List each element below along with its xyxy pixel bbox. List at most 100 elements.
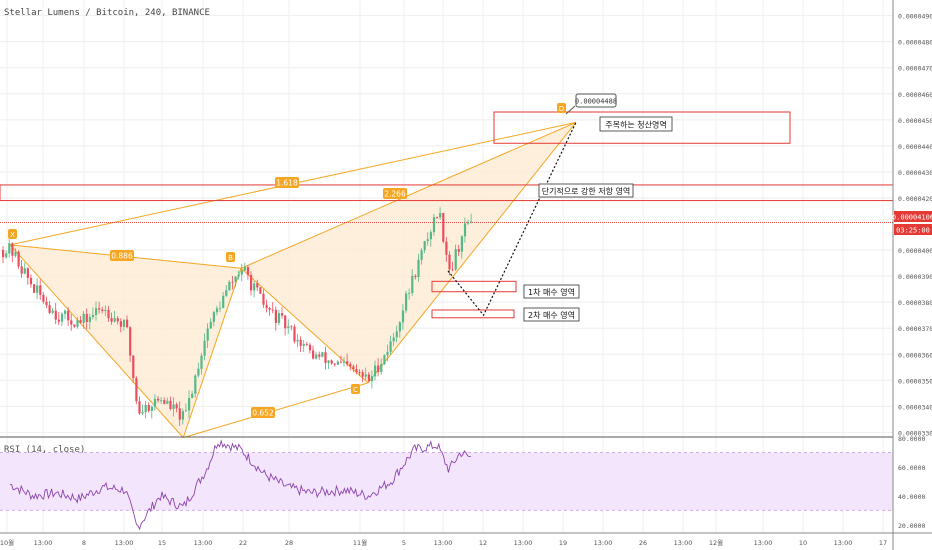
candle (367, 371, 370, 383)
price-tick-label: 0.00003300 (898, 429, 932, 437)
candle (122, 319, 126, 331)
svg-text:0.886: 0.886 (111, 252, 133, 261)
bar-countdown: 03:25:00 (896, 227, 930, 235)
ratio-label-bd: 2.266 (383, 188, 407, 199)
svg-text:D: D (559, 105, 564, 113)
candle (240, 263, 243, 282)
candle (225, 284, 228, 298)
rsi-pane (0, 439, 893, 531)
candle (188, 390, 191, 418)
candle (163, 397, 166, 405)
candle (401, 303, 405, 330)
candle (358, 369, 361, 377)
candle (60, 312, 64, 326)
time-tick-label: 28 (285, 539, 293, 547)
candle (36, 278, 39, 299)
candle (29, 274, 33, 288)
candle (423, 240, 426, 254)
candle (215, 305, 219, 316)
candle (200, 353, 203, 375)
candle (442, 212, 445, 244)
candle (346, 353, 349, 367)
candle (157, 395, 160, 403)
candle (315, 351, 318, 360)
target-zone-label: 주목하는 청산영역 (599, 116, 673, 132)
candle (88, 313, 91, 330)
current-price: 0.00004106 (892, 214, 932, 222)
resistance-zone-label: 단기적으로 강한 저항 영역 (538, 183, 634, 198)
candle (64, 309, 67, 320)
ratio-label-xd: 1.618 (275, 177, 299, 188)
time-tick-label: 13:00 (674, 539, 693, 547)
candle (448, 251, 451, 276)
candle (265, 299, 268, 313)
candle (380, 358, 383, 375)
candle (327, 360, 330, 370)
time-tick-label: 17 (879, 539, 887, 547)
time-axis[interactable]: 10월 13:00 8 13:00 15 13:00 22 28 11월 5 13:00 12 13:0… (0, 538, 887, 547)
candle (262, 289, 265, 308)
buy-zone-2-label: 2차 매수 영역 (523, 307, 580, 322)
svg-text:2.266: 2.266 (384, 190, 406, 199)
candle (405, 290, 408, 314)
time-tick-label: 13:00 (754, 539, 773, 547)
svg-text:1차 매수 영역: 1차 매수 영역 (528, 287, 575, 297)
candle (308, 342, 312, 354)
rsi-tick-label: 80.0000 (898, 435, 925, 443)
candle (395, 325, 398, 343)
candle (417, 253, 420, 282)
time-tick-label: 13:00 (434, 539, 453, 547)
candle (432, 213, 436, 236)
svg-text:0.652: 0.652 (252, 409, 274, 418)
candle (336, 360, 339, 366)
candle (470, 213, 473, 224)
candle (324, 346, 327, 370)
candle (209, 318, 212, 330)
candle (243, 262, 246, 271)
candle (147, 402, 150, 413)
time-tick-label: 13:00 (594, 539, 613, 547)
candle (296, 334, 299, 348)
candle (11, 242, 14, 263)
candle (212, 311, 215, 327)
svg-text:X: X (10, 231, 15, 239)
candle (197, 362, 200, 378)
candle (259, 287, 262, 294)
symbol-title: Stellar Lumens / Bitcoin, 240, BINANCE (4, 8, 210, 18)
pattern-triangle-xab (10, 244, 241, 438)
svg-text:C: C (353, 386, 358, 394)
candle (73, 324, 76, 328)
candle (439, 207, 442, 220)
candle (457, 244, 460, 256)
candle (355, 364, 358, 375)
candle (429, 229, 432, 247)
candle (48, 300, 51, 315)
candle (67, 307, 70, 327)
candle (392, 332, 395, 347)
svg-text:0.00004488: 0.00004488 (575, 98, 617, 106)
candle (2, 245, 5, 263)
svg-text:B: B (228, 254, 233, 262)
candle (8, 239, 11, 258)
candle (253, 280, 256, 298)
candle (184, 403, 188, 413)
ratio-label-xb: 0.886 (110, 250, 134, 261)
time-tick-label: 13:00 (514, 539, 533, 547)
time-tick-label: 13:00 (34, 539, 53, 547)
candle (33, 284, 36, 293)
candle (82, 311, 85, 329)
candle (138, 396, 141, 416)
time-tick-label: 10월 (0, 538, 14, 547)
time-tick-label: 12 (479, 539, 487, 547)
time-tick-label: 19 (559, 539, 567, 547)
current-price-tag: 0.00004106 03:25:00 (892, 211, 932, 235)
candle (463, 217, 467, 243)
candle (129, 326, 132, 362)
candle (222, 291, 225, 309)
candle (231, 276, 234, 290)
